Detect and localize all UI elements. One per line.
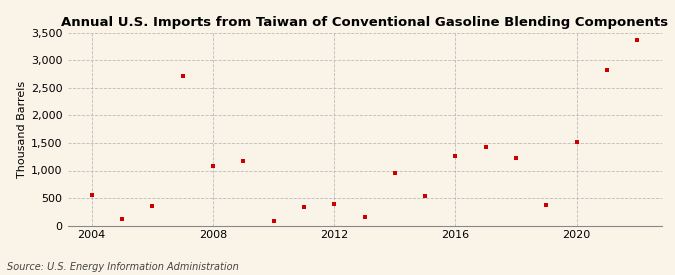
Point: [450, 154, 461, 158]
Point: [208, 164, 219, 168]
Point: [178, 74, 188, 78]
Point: [298, 205, 309, 210]
Point: [359, 215, 370, 219]
Point: [238, 159, 248, 163]
Title: Annual U.S. Imports from Taiwan of Conventional Gasoline Blending Components: Annual U.S. Imports from Taiwan of Conve…: [61, 16, 668, 29]
Point: [601, 68, 612, 73]
Point: [510, 156, 521, 160]
Point: [541, 203, 551, 207]
Point: [481, 145, 491, 149]
Point: [420, 194, 431, 199]
Point: [571, 140, 582, 144]
Point: [117, 217, 128, 222]
Point: [268, 218, 279, 223]
Y-axis label: Thousand Barrels: Thousand Barrels: [17, 81, 27, 178]
Text: Source: U.S. Energy Information Administration: Source: U.S. Energy Information Administ…: [7, 262, 238, 272]
Point: [389, 170, 400, 175]
Point: [86, 193, 97, 197]
Point: [147, 204, 158, 208]
Point: [329, 202, 340, 206]
Point: [632, 37, 643, 42]
